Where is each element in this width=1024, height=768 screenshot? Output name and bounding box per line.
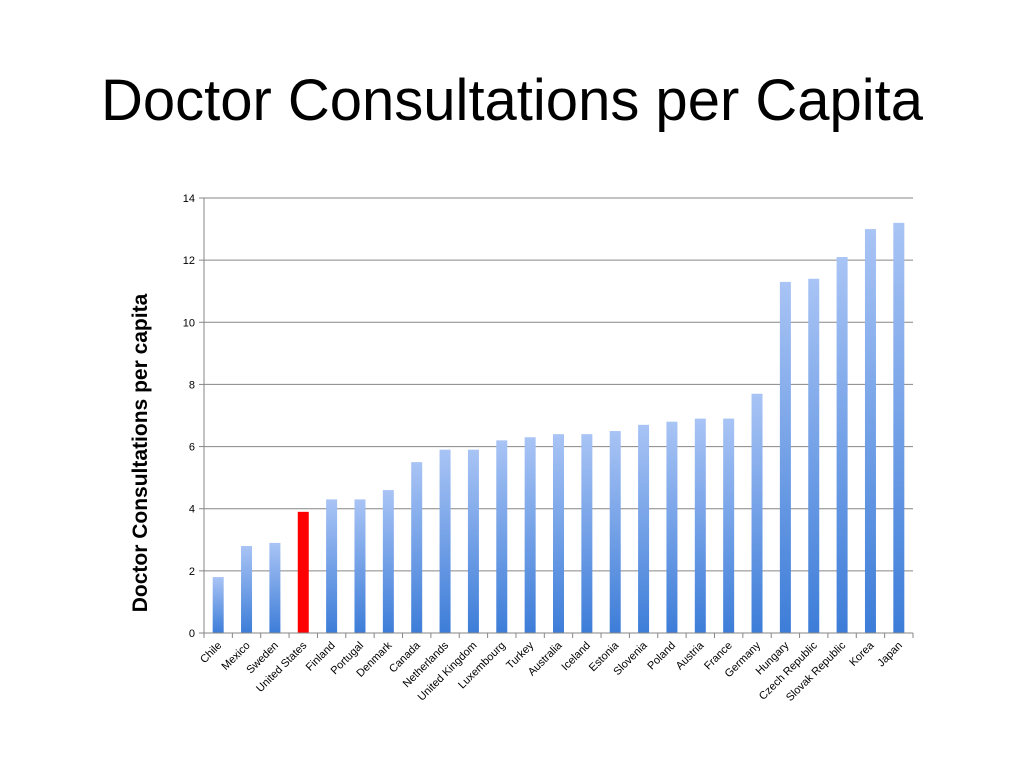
chart-title: Doctor Consultations per Capita [100,68,924,133]
bar [269,542,281,633]
x-tick-label: Chile [198,640,224,666]
bar [694,418,706,633]
bar [638,424,650,633]
bars [212,222,905,634]
bar [893,222,905,633]
y-axis-label: Doctor Consultations per capita [129,293,152,612]
bar [326,499,338,633]
bar [808,278,820,633]
x-tick-label: United States [254,639,310,695]
bar-highlight [297,511,309,633]
y-tick-label: 12 [183,255,195,267]
axes [199,197,914,638]
bar [496,440,508,633]
bar [581,434,593,633]
bar [524,437,536,633]
bar [382,490,394,633]
x-tick-label: Japan [875,640,905,670]
x-tick-label: Poland [645,640,678,673]
y-tick-label: 8 [189,379,195,391]
bar [467,449,479,633]
x-tick-label: Korea [847,639,877,669]
x-tick-label: Austria [674,639,707,672]
bar [354,499,366,633]
bar [609,431,621,633]
x-tick-label: Iceland [559,640,593,674]
bar [779,281,791,633]
y-tick-label: 14 [183,193,195,205]
bar [241,546,253,633]
bar [439,449,451,633]
bar [666,421,678,633]
bar [864,229,876,634]
bar [836,257,848,633]
bar [723,418,735,633]
y-tick-label: 2 [189,566,195,578]
bar [212,577,224,633]
bar [751,393,763,633]
y-tick-label: 0 [189,628,195,640]
y-tick-label: 6 [189,442,195,454]
bar [411,462,423,633]
y-tick-label: 4 [189,504,195,516]
y-tick-label: 10 [183,317,195,329]
bar [553,434,564,633]
